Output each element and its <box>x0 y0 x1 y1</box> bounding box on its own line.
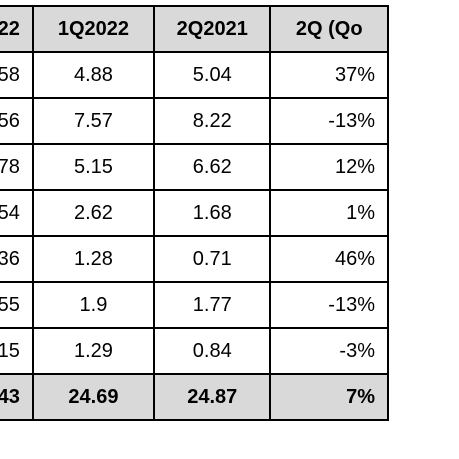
total-cell: 43 <box>0 373 34 421</box>
table-cell: 58 <box>0 51 34 99</box>
table-row: 54 2.62 1.68 1% <box>0 189 389 237</box>
table-total-row: 43 24.69 24.87 7% <box>0 373 389 421</box>
table-cell: 1% <box>269 189 389 237</box>
table-row: 55 1.9 1.77 -13% <box>0 281 389 329</box>
total-cell: 24.69 <box>31 373 156 421</box>
column-header: 2Q2021 <box>152 5 272 53</box>
table-cell: 15 <box>0 327 34 375</box>
table-cell: 37% <box>269 51 389 99</box>
table-cell: 1.68 <box>152 189 272 237</box>
total-cell: 7% <box>269 373 389 421</box>
table-cell: 6.62 <box>152 143 272 191</box>
table-row: 36 1.28 0.71 46% <box>0 235 389 283</box>
table-cell: 1.29 <box>31 327 156 375</box>
table-cell: 0.84 <box>152 327 272 375</box>
column-header: 022 <box>0 5 34 53</box>
table-cell: 5.04 <box>152 51 272 99</box>
table-header-row: 022 1Q2022 2Q2021 2Q (Qo <box>0 5 389 53</box>
table-cell: 0.71 <box>152 235 272 283</box>
table-row: 15 1.29 0.84 -3% <box>0 327 389 375</box>
table-cell: 1.28 <box>31 235 156 283</box>
table-row: 56 7.57 8.22 -13% <box>0 97 389 145</box>
table-cell: 1.77 <box>152 281 272 329</box>
table-row: 78 5.15 6.62 12% <box>0 143 389 191</box>
data-table: 022 1Q2022 2Q2021 2Q (Qo 58 4.88 5.04 37… <box>0 5 389 421</box>
table-cell: 1.9 <box>31 281 156 329</box>
table-cell: 78 <box>0 143 34 191</box>
total-cell: 24.87 <box>152 373 272 421</box>
table-cell: 8.22 <box>152 97 272 145</box>
table-cell: 56 <box>0 97 34 145</box>
table-cell: -13% <box>269 97 389 145</box>
table-row: 58 4.88 5.04 37% <box>0 51 389 99</box>
table-cell: 5.15 <box>31 143 156 191</box>
table-cell: 46% <box>269 235 389 283</box>
table-cell: 7.57 <box>31 97 156 145</box>
column-header: 1Q2022 <box>31 5 156 53</box>
table-cell: 4.88 <box>31 51 156 99</box>
table-cell: 55 <box>0 281 34 329</box>
table-cell: 12% <box>269 143 389 191</box>
table-cell: 36 <box>0 235 34 283</box>
table-cell: -13% <box>269 281 389 329</box>
table-cell: -3% <box>269 327 389 375</box>
table-cell: 2.62 <box>31 189 156 237</box>
table-cell: 54 <box>0 189 34 237</box>
column-header: 2Q (Qo <box>269 5 389 53</box>
